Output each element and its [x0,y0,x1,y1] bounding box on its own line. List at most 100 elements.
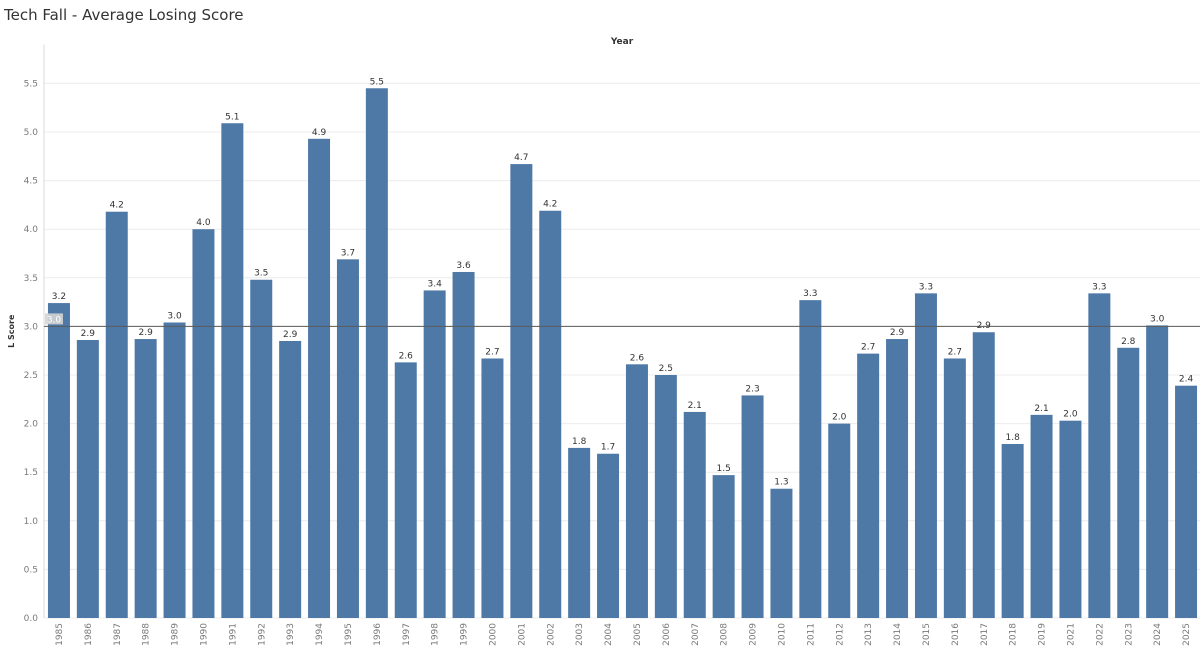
x-tick-label: 2016 [951,623,961,646]
x-tick-label: 1997 [402,623,412,646]
y-tick-label: 3.0 [24,322,39,332]
bar[interactable] [1001,444,1024,618]
x-tick-label: 2008 [720,623,730,646]
reference-line: 3.0 [44,313,1200,327]
bar[interactable] [76,340,99,618]
bar[interactable] [47,303,70,618]
y-axis-ticks: 0.0 0.5 1.0 1.5 2.0 2.5 3.0 3.5 4.0 4.5 5.0 5.5 [24,79,39,624]
bar[interactable] [1146,325,1169,618]
y-tick-label: 0.5 [24,565,38,575]
bar[interactable] [799,300,822,618]
data-label: 1.7 [601,443,615,453]
y-tick-label: 2.0 [24,420,39,430]
bar[interactable] [568,447,591,618]
bar[interactable] [163,322,186,618]
x-tick-label: 2018 [1009,623,1019,646]
x-tick-label: 1990 [199,623,209,646]
y-tick-label: 3.5 [24,274,38,284]
bar[interactable] [943,358,966,618]
bar[interactable] [134,339,157,618]
x-tick-label: 2021 [1066,623,1076,646]
data-label: 2.4 [1179,375,1194,385]
bar[interactable] [914,293,937,618]
x-tick-label: 1991 [228,623,238,646]
data-label: 3.6 [456,261,471,271]
bar[interactable] [1059,420,1082,618]
bar[interactable] [423,290,446,618]
bar[interactable] [597,453,620,618]
bar[interactable] [857,353,880,618]
x-tick-label: 2005 [633,623,643,646]
value-labels: 3.2 2.9 4.2 2.9 3.0 4.0 5.1 3.5 2.9 4.9 3.7 5.5 2.6 3… [52,77,1194,487]
bar[interactable] [221,123,244,618]
x-tick-label: 1993 [286,623,296,646]
bar[interactable] [625,364,648,618]
bar[interactable] [1175,385,1198,618]
x-tick-label: 2022 [1095,623,1105,646]
data-label: 4.2 [543,200,557,210]
y-tick-label: 2.5 [24,371,38,381]
bar[interactable] [192,229,215,618]
data-label: 1.3 [774,478,788,488]
data-label: 2.7 [485,347,499,357]
bar[interactable] [394,362,417,618]
bar[interactable] [510,164,533,619]
data-label: 3.3 [803,289,817,299]
data-label: 2.5 [659,364,673,374]
data-label: 2.9 [81,329,96,339]
bar[interactable] [770,488,793,618]
x-tick-label: 2013 [864,623,874,646]
x-tick-label: 2015 [922,623,932,646]
bar[interactable] [654,375,677,618]
data-label: 2.0 [1063,410,1078,420]
bar[interactable] [972,332,995,618]
x-tick-label: 2009 [749,623,759,646]
bar[interactable] [1030,414,1053,618]
x-tick-label: 2019 [1038,623,1048,646]
bar[interactable] [365,88,388,618]
bar[interactable] [741,395,764,618]
bar[interactable] [279,340,302,618]
data-label: 2.1 [1034,404,1048,414]
x-axis-header: Year [610,37,634,47]
data-label: 2.0 [832,413,847,423]
bar[interactable] [308,138,331,618]
data-label: 2.8 [1121,337,1136,347]
bar[interactable] [105,211,128,619]
reference-line-label-bg [45,313,63,325]
bar[interactable] [452,271,475,618]
x-tick-label: 1995 [344,623,354,646]
data-label: 5.1 [225,112,239,122]
data-label: 2.6 [630,353,645,363]
x-tick-label: 2023 [1124,623,1134,646]
bar[interactable] [250,279,273,618]
x-tick-label: 2025 [1182,623,1192,646]
bar[interactable] [712,475,735,618]
data-label: 3.2 [52,292,66,302]
bar[interactable] [481,358,504,618]
x-tick-label: 2002 [546,623,556,646]
bar[interactable] [683,411,706,618]
bar[interactable] [1088,293,1111,618]
grid-lines [43,44,1200,619]
x-tick-label: 2001 [517,623,527,646]
data-label: 1.8 [1005,433,1020,443]
bars [47,88,1198,619]
x-tick-label: 1992 [257,623,267,646]
y-tick-label: 4.0 [24,225,39,235]
x-tick-label: 1987 [113,623,123,646]
x-tick-label: 2004 [604,623,614,646]
x-tick-label: 1988 [142,623,152,646]
x-tick-label: 1986 [84,623,94,646]
data-label: 4.0 [196,218,211,228]
data-label: 2.7 [948,347,962,357]
bar[interactable] [539,210,562,618]
bar[interactable] [886,339,909,618]
data-label: 4.7 [514,153,528,163]
bar[interactable] [828,423,851,618]
x-axis-labels: 1985 1986 1987 1988 1989 1990 1991 1992 1993 1994… [55,623,1192,646]
bar[interactable] [336,259,359,618]
x-tick-label: 1989 [171,623,181,646]
bar[interactable] [1117,347,1140,618]
